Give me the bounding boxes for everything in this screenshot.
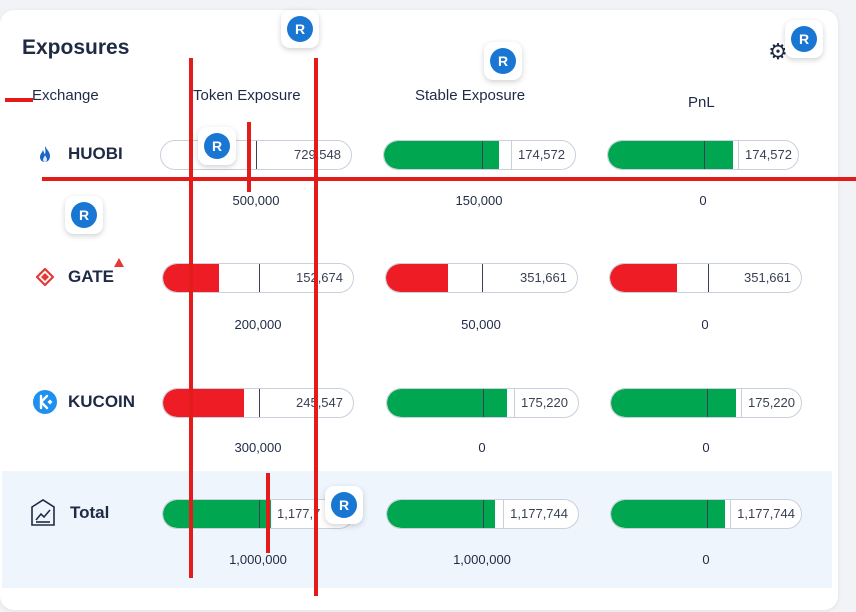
bar-fill xyxy=(163,500,275,528)
r-badge[interactable]: R xyxy=(785,20,823,58)
bar-value: 351,661 xyxy=(738,264,791,292)
column-header-exchange: Exchange xyxy=(32,87,99,104)
r-badge[interactable]: R xyxy=(281,10,319,48)
r-badge-label: R xyxy=(71,202,97,228)
bar-value: 1,177,744 xyxy=(730,500,795,528)
page-title: Exposures xyxy=(22,36,130,59)
exchange-huobi[interactable]: HUOBI xyxy=(32,141,123,167)
r-badge[interactable]: R xyxy=(484,42,522,80)
annotation-line xyxy=(42,177,856,181)
huobi-flame-icon xyxy=(32,141,58,167)
warning-icon xyxy=(114,258,124,267)
r-badge-label: R xyxy=(490,48,516,74)
annotation-line xyxy=(266,473,270,553)
r-badge[interactable]: R xyxy=(198,127,236,165)
exchange-name: HUOBI xyxy=(68,144,123,163)
bar-value: 175,220 xyxy=(741,389,795,417)
bar-fill xyxy=(608,141,733,169)
bar-value: 1,177,7 xyxy=(271,500,321,528)
bar-value: 174,572 xyxy=(511,141,565,169)
stable-target: 0 xyxy=(478,440,486,455)
stable-target: 1,000,000 xyxy=(453,552,511,567)
bar-value: 174,572 xyxy=(738,141,792,169)
bar-fill xyxy=(611,389,736,417)
column-header-token-exposure: Token Exposure xyxy=(193,87,301,104)
token-target: 1,000,000 xyxy=(229,552,287,567)
column-header-stable-exposure: Stable Exposure xyxy=(415,87,526,104)
chart-frame-icon xyxy=(30,499,56,526)
target-marker xyxy=(483,389,484,417)
exchange-name: GATE xyxy=(68,267,114,286)
target-marker xyxy=(482,264,483,292)
bar-fill xyxy=(387,389,507,417)
stable-target: 50,000 xyxy=(461,317,501,332)
pnl-bar: 1,177,744 xyxy=(610,499,802,529)
token-exposure-bar: 1,177,7 xyxy=(162,499,354,529)
annotation-line xyxy=(247,122,251,192)
target-marker xyxy=(704,141,705,169)
exchange-kucoin[interactable]: KUCOIN xyxy=(32,389,135,415)
pnl-target: 0 xyxy=(702,552,710,567)
target-marker xyxy=(708,264,709,292)
r-badge[interactable]: R xyxy=(325,486,363,524)
annotation-line xyxy=(314,58,318,596)
r-badge-label: R xyxy=(204,133,230,159)
gate-logo-icon xyxy=(32,264,58,290)
bar-value: 1,177,744 xyxy=(503,500,568,528)
bar-value: 351,661 xyxy=(514,264,567,292)
r-badge-label: R xyxy=(331,492,357,518)
kucoin-logo-icon xyxy=(32,389,58,415)
stable-target: 150,000 xyxy=(455,193,503,208)
bar-fill xyxy=(610,264,677,292)
bar-fill xyxy=(163,389,244,417)
pnl-bar: 351,661 xyxy=(609,263,802,293)
bar-fill xyxy=(384,141,499,169)
r-badge[interactable]: R xyxy=(65,196,103,234)
stable-exposure-bar: 175,220 xyxy=(386,388,579,418)
gear-icon[interactable]: ⚙ xyxy=(768,39,788,64)
r-badge-label: R xyxy=(287,16,313,42)
total-row-background xyxy=(2,471,832,588)
bar-fill xyxy=(387,500,495,528)
pnl-target: 0 xyxy=(702,440,710,455)
stable-exposure-bar: 351,661 xyxy=(385,263,578,293)
column-header-pnl: PnL xyxy=(688,94,715,111)
r-badge-label: R xyxy=(791,26,817,52)
pnl-target: 0 xyxy=(699,193,707,208)
pnl-bar: 174,572 xyxy=(607,140,799,170)
target-marker xyxy=(707,500,708,528)
annotation-line xyxy=(189,58,193,578)
target-marker xyxy=(483,500,484,528)
token-target: 200,000 xyxy=(234,317,282,332)
bar-fill xyxy=(386,264,448,292)
token-target: 500,000 xyxy=(232,193,280,208)
pnl-bar: 175,220 xyxy=(610,388,802,418)
annotation-line xyxy=(5,98,33,102)
target-marker xyxy=(259,389,260,417)
target-marker xyxy=(259,500,260,528)
pnl-target: 0 xyxy=(701,317,709,332)
bar-fill xyxy=(611,500,725,528)
target-marker xyxy=(259,264,260,292)
exchange-name: KUCOIN xyxy=(68,392,136,411)
total-text: Total xyxy=(70,503,110,522)
target-marker xyxy=(482,141,483,169)
target-marker xyxy=(707,389,708,417)
bar-value: 175,220 xyxy=(514,389,568,417)
stable-exposure-bar: 1,177,744 xyxy=(386,499,579,529)
total-label: Total xyxy=(30,499,110,526)
exchange-gate[interactable]: GATE xyxy=(32,258,124,290)
token-target: 300,000 xyxy=(234,440,282,455)
stable-exposure-bar: 174,572 xyxy=(383,140,576,170)
target-marker xyxy=(256,141,257,169)
